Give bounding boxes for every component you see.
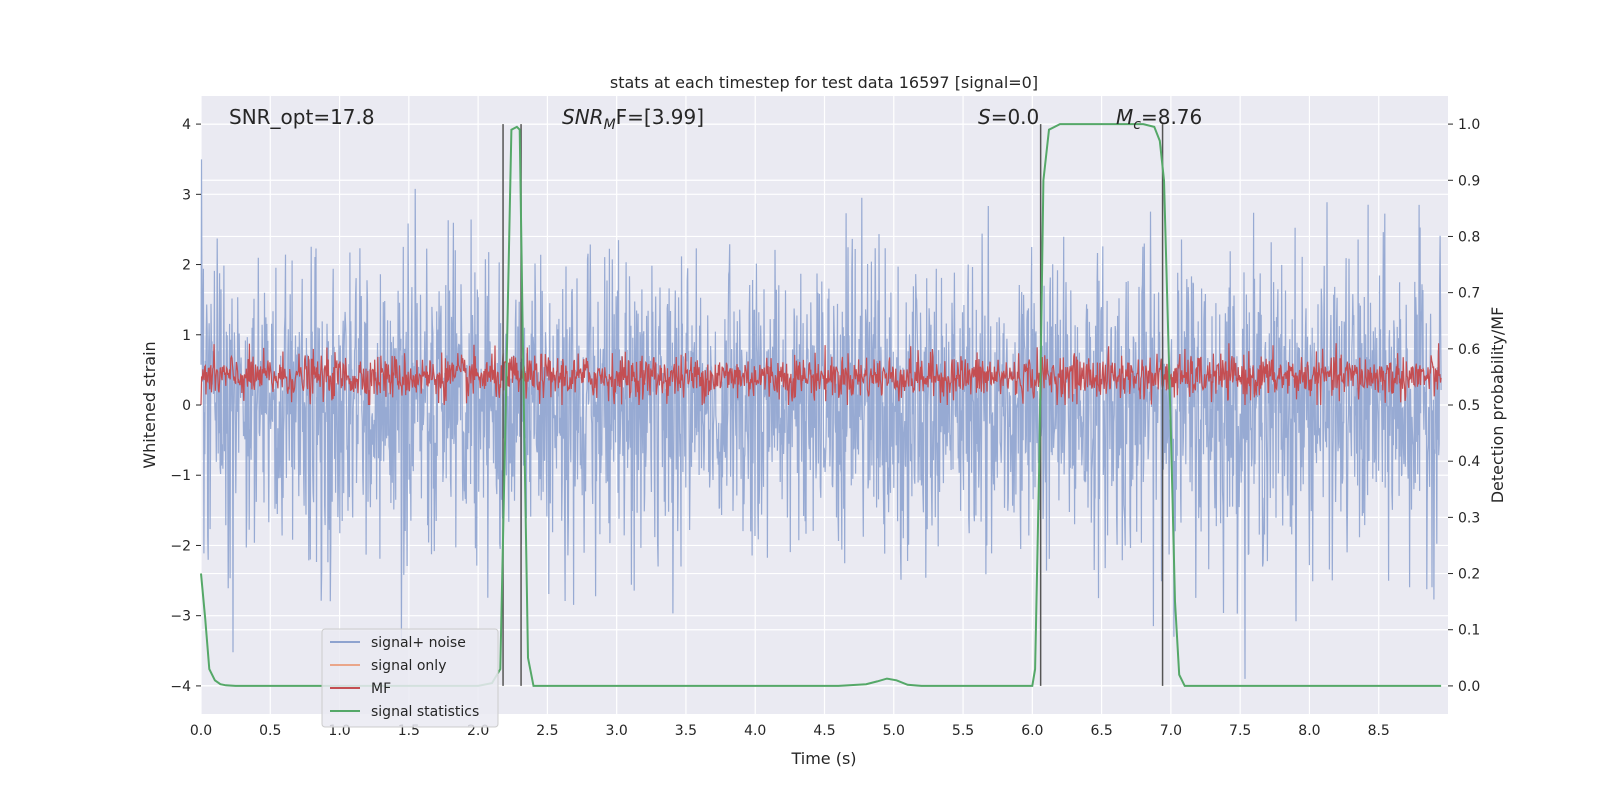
x-tick-label: 5.0 (883, 723, 905, 739)
legend-box (321, 628, 499, 728)
x-tick-label: 0.0 (190, 723, 212, 739)
y-tick-label-right: 0.6 (1458, 342, 1480, 358)
y-tick-label-left: −1 (170, 468, 191, 484)
chart-title: stats at each timestep for test data 165… (610, 73, 1038, 92)
x-tick-label: 6.5 (1090, 723, 1112, 739)
x-tick-label: 0.5 (259, 723, 281, 739)
x-tick-label: 7.0 (1160, 723, 1182, 739)
tick-labels: 0.0 0.5 1.0 1.5 2.0 2.5 3.0 3.5 4.0 4.5 5.0 5.5 6.0 6… (170, 117, 1480, 739)
y-tick-label-left: 4 (182, 117, 191, 133)
annotation-snr-opt: SNR_opt=17.8 (229, 105, 375, 129)
y-tick-label-right: 1.0 (1458, 117, 1480, 133)
y-tick-label-left: −4 (170, 679, 191, 695)
x-tick-label: 4.5 (813, 723, 835, 739)
annotation-s: S=0.0 (978, 105, 1039, 129)
y-tick-label-left: 3 (182, 187, 191, 203)
legend-label-signal-noise: signal+ noise (371, 635, 466, 651)
y-tick-label-right: 0.5 (1458, 398, 1480, 414)
legend-label-signal-only: signal only (371, 658, 446, 674)
mf-series (200, 343, 1442, 406)
x-tick-label: 8.0 (1298, 723, 1320, 739)
x-tick-label: 5.5 (952, 723, 974, 739)
y-tick-label-left: −3 (170, 609, 191, 625)
y-tick-label-left: 0 (182, 398, 191, 414)
x-tick-label: 4.0 (744, 723, 766, 739)
signal-noise-line (200, 159, 1442, 679)
snr-mf-rest: F=[3.99] (616, 105, 704, 129)
legend-label-mf: MF (371, 681, 391, 697)
y-axis-label-right: Detection probability/MF (1488, 307, 1507, 504)
x-axis-label: Time (s) (790, 749, 856, 768)
y-tick-label-right: 0.4 (1458, 454, 1480, 470)
y-tick-label-right: 0.0 (1458, 679, 1480, 695)
x-tick-label: 3.0 (606, 723, 628, 739)
y-tick-label-left: 2 (182, 258, 191, 274)
annotation-mc: Mc=8.76 (1116, 105, 1202, 133)
y-tick-label-right: 0.9 (1458, 173, 1480, 189)
annotation-snr-mf: SNRMF=[3.99] (562, 105, 704, 133)
y-tick-label-right: 0.1 (1458, 623, 1480, 639)
legend-label-signal-statistics: signal statistics (371, 704, 479, 720)
y-tick-label-left: −2 (170, 538, 191, 554)
y-axis-label-left: Whitened strain (140, 341, 159, 468)
mf-line (200, 343, 1442, 406)
y-tick-label-left: 1 (182, 328, 191, 344)
s-symbol: S (978, 105, 991, 129)
y-tick-label-right: 0.7 (1458, 286, 1480, 302)
mc-sub: c (1133, 117, 1141, 133)
x-tick-label: 2.5 (536, 723, 558, 739)
x-tick-label: 6.0 (1021, 723, 1043, 739)
x-tick-label: 3.5 (675, 723, 697, 739)
x-tick-label: 8.5 (1368, 723, 1390, 739)
y-tick-label-right: 0.2 (1458, 567, 1480, 583)
legend: signal+ noise signal only MF signal stat… (321, 628, 499, 728)
x-tick-label: 7.5 (1229, 723, 1251, 739)
mc-base: M (1116, 105, 1133, 129)
y-tick-label-right: 0.8 (1458, 229, 1480, 245)
s-value: =0.0 (991, 105, 1040, 129)
mc-value: =8.76 (1141, 105, 1202, 129)
grid (200, 96, 1448, 714)
signal-noise-series (200, 159, 1442, 679)
snr-mf-base: SNR (562, 105, 604, 129)
snr-mf-sub: M (604, 117, 616, 133)
y-tick-label-right: 0.3 (1458, 510, 1480, 526)
